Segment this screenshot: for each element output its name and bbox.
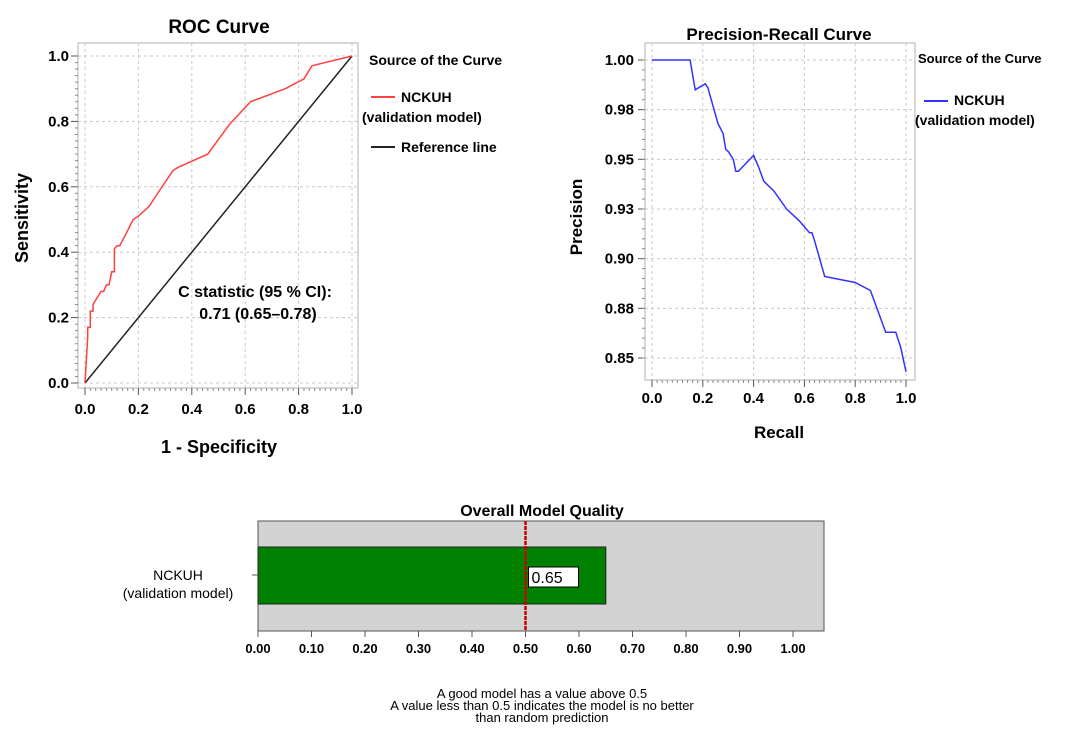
omq-x-tick-label: 0.60	[566, 641, 591, 656]
roc-y-tick-label: 0.4	[48, 244, 70, 261]
omq-x-tick-label: 0.20	[352, 641, 377, 656]
omq-x-tick-label: 0.50	[513, 641, 538, 656]
roc-y-tick-label: 0.0	[48, 375, 69, 392]
model-quality-chart: Overall Model Quality 0.65 NCKUH (valida…	[123, 503, 825, 725]
omq-title: Overall Model Quality	[460, 503, 624, 520]
roc-y-tick-label: 0.8	[48, 113, 69, 130]
roc-legend-title: Source of the Curve	[369, 52, 502, 68]
pr-chart: Precision-Recall Curve Recall Precision …	[567, 25, 1042, 442]
roc-title: ROC Curve	[168, 17, 269, 38]
pr-x-tick-label: 1.0	[896, 390, 917, 407]
roc-y-tick-labels: 0.0 0.2 0.4 0.6 0.8 1.0	[48, 48, 70, 392]
roc-legend-label-nckuh-line2: (validation model)	[362, 109, 482, 125]
pr-y-tick-label: 0.98	[605, 102, 634, 119]
roc-x-axis-label: 1 - Specificity	[161, 437, 277, 457]
pr-x-axis-label: Recall	[754, 423, 804, 442]
pr-x-tick-label: 0.6	[794, 390, 815, 407]
omq-value-label-box	[528, 566, 579, 588]
roc-legend: Source of the Curve NCKUH (validation mo…	[362, 52, 502, 155]
pr-y-tick-label: 0.93	[605, 201, 634, 218]
pr-legend-label-nckuh: NCKUH	[954, 92, 1005, 108]
pr-x-tick-labels: 0.0 0.2 0.4 0.6 0.8 1.0	[642, 390, 917, 407]
roc-y-tick-label: 0.2	[48, 310, 69, 327]
omq-note-line1: A good model has a value above 0.5	[437, 686, 647, 701]
omq-x-tick-labels: 0.00 0.10 0.20 0.30 0.40 0.50 0.60 0.70 0.80 0.90…	[245, 641, 805, 656]
omq-x-tick-label: 0.00	[245, 641, 270, 656]
pr-x-tick-label: 0.8	[845, 390, 866, 407]
omq-x-tick-label: 0.10	[299, 641, 324, 656]
roc-c-statistic-line2: 0.71 (0.65–0.78)	[199, 306, 316, 323]
pr-tick-marks	[638, 59, 907, 387]
roc-c-statistic-line1: C statistic (95 % CI):	[178, 284, 332, 301]
roc-x-tick-label: 1.0	[342, 401, 363, 418]
pr-y-tick-label: 0.95	[605, 151, 634, 168]
roc-curve-nckuh	[84, 55, 353, 384]
omq-note-line3: than random prediction	[476, 710, 609, 725]
pr-x-tick-label: 0.2	[692, 390, 713, 407]
roc-x-tick-label: 0.0	[75, 401, 96, 418]
roc-plot-frame	[77, 42, 359, 389]
roc-y-tick-label: 0.6	[48, 179, 69, 196]
roc-y-axis-label: Sensitivity	[12, 173, 32, 263]
pr-plot-frame	[644, 42, 916, 381]
pr-legend-label-nckuh-line2: (validation model)	[915, 112, 1035, 128]
pr-title: Precision-Recall Curve	[686, 25, 871, 44]
pr-x-tick-label: 0.0	[642, 390, 663, 407]
roc-x-tick-label: 0.2	[128, 401, 149, 418]
omq-x-tick-label: 0.70	[620, 641, 645, 656]
omq-x-tick-label: 0.90	[727, 641, 752, 656]
roc-x-tick-labels: 0.0 0.2 0.4 0.6 0.8 1.0	[75, 401, 363, 418]
roc-legend-label-nckuh: NCKUH	[401, 89, 452, 105]
roc-chart: ROC Curve 1 - Specificity Sensitivity 0.…	[12, 17, 502, 457]
pr-y-tick-labels: 0.85 0.88 0.90 0.93 0.95 0.98 1.00	[605, 52, 634, 367]
roc-y-tick-label: 1.0	[48, 48, 69, 65]
roc-reference-line	[84, 55, 353, 384]
pr-y-axis-label: Precision	[567, 179, 586, 256]
pr-y-tick-label: 0.88	[605, 300, 634, 317]
omq-category-label-line2: (validation model)	[123, 585, 234, 601]
pr-legend-title: Source of the Curve	[918, 51, 1042, 66]
pr-grid	[645, 43, 915, 380]
omq-note-line2: A value less than 0.5 indicates the mode…	[390, 698, 694, 713]
omq-category-label: NCKUH	[153, 567, 203, 583]
omq-x-tick-label: 0.30	[406, 641, 431, 656]
roc-tick-marks	[71, 55, 353, 395]
pr-y-tick-label: 1.00	[605, 52, 634, 69]
pr-y-tick-label: 0.90	[605, 251, 634, 268]
omq-x-tick-label: 0.40	[459, 641, 484, 656]
roc-grid	[78, 43, 358, 388]
roc-x-tick-label: 0.8	[288, 401, 309, 418]
omq-x-tick-label: 0.80	[673, 641, 698, 656]
roc-legend-label-reference: Reference line	[401, 139, 497, 155]
omq-x-tick-marks	[257, 631, 794, 637]
pr-legend: Source of the Curve NCKUH (validation mo…	[915, 51, 1042, 128]
pr-y-tick-label: 0.85	[605, 350, 634, 367]
pr-curve-nckuh	[652, 59, 907, 373]
roc-x-tick-label: 0.6	[235, 401, 256, 418]
omq-value-label: 0.65	[532, 570, 563, 587]
pr-x-tick-label: 0.4	[743, 390, 765, 407]
omq-x-tick-label: 1.00	[780, 641, 805, 656]
roc-x-tick-label: 0.4	[181, 401, 203, 418]
